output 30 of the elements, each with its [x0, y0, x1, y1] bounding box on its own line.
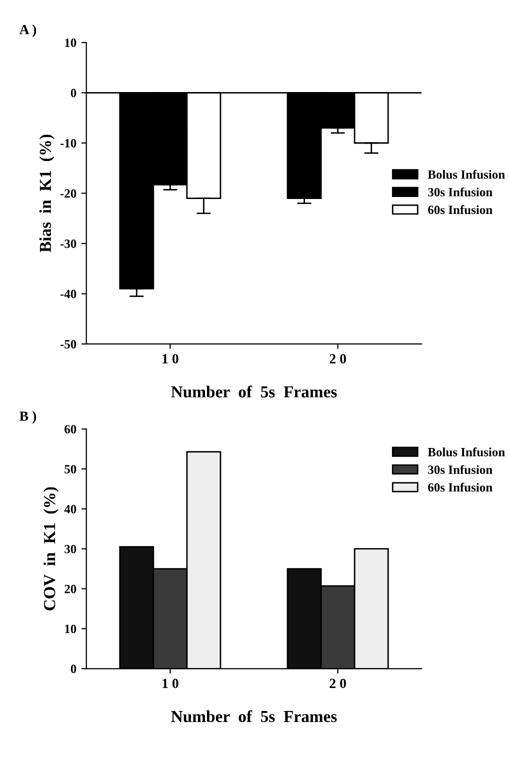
y-tick-label: -20 — [60, 189, 76, 198]
y-tick-label: 30 — [64, 544, 76, 554]
y-tick-label: 0 — [70, 88, 76, 98]
x-axis-title: Number of 5s Frames — [171, 710, 337, 722]
x-tick-label: 2 0 — [330, 678, 346, 688]
x-axis-title: Number of 5s Frames — [171, 386, 337, 398]
y-axis-title: COV in K1 (%) — [43, 487, 59, 610]
y-tick-label: 10 — [65, 38, 76, 47]
y-tick-label: 10 — [65, 624, 76, 634]
y-tick-label: 50 — [64, 464, 76, 474]
legend-label: 30s Infusion — [428, 187, 492, 196]
y-axis-title: Bias in K1 (%) — [39, 134, 54, 252]
y-tick-label: 0 — [70, 664, 76, 674]
legend-label: 30s Infusion — [428, 465, 492, 474]
y-tick-label: -10 — [60, 139, 76, 148]
y-tick-label: 60 — [64, 425, 76, 434]
y-tick-label: -30 — [60, 240, 76, 248]
legend-label: 60s Infusion — [428, 482, 492, 492]
x-tick-label: 2 0 — [330, 354, 346, 364]
y-tick-label: 20 — [64, 584, 76, 594]
legend-label: Bolus Infusion — [428, 170, 505, 179]
x-tick-label: 1 0 — [162, 678, 178, 688]
chart-title: B ) — [20, 411, 36, 424]
y-tick-label: -40 — [60, 290, 76, 298]
legend-label: Bolus Infusion — [428, 447, 505, 456]
x-tick-label: 1 0 — [162, 354, 178, 364]
chart-title: A ) — [19, 24, 36, 38]
legend-label: 60s Infusion — [428, 205, 492, 214]
y-tick-label: 40 — [64, 504, 76, 514]
y-tick-label: -50 — [60, 340, 76, 348]
